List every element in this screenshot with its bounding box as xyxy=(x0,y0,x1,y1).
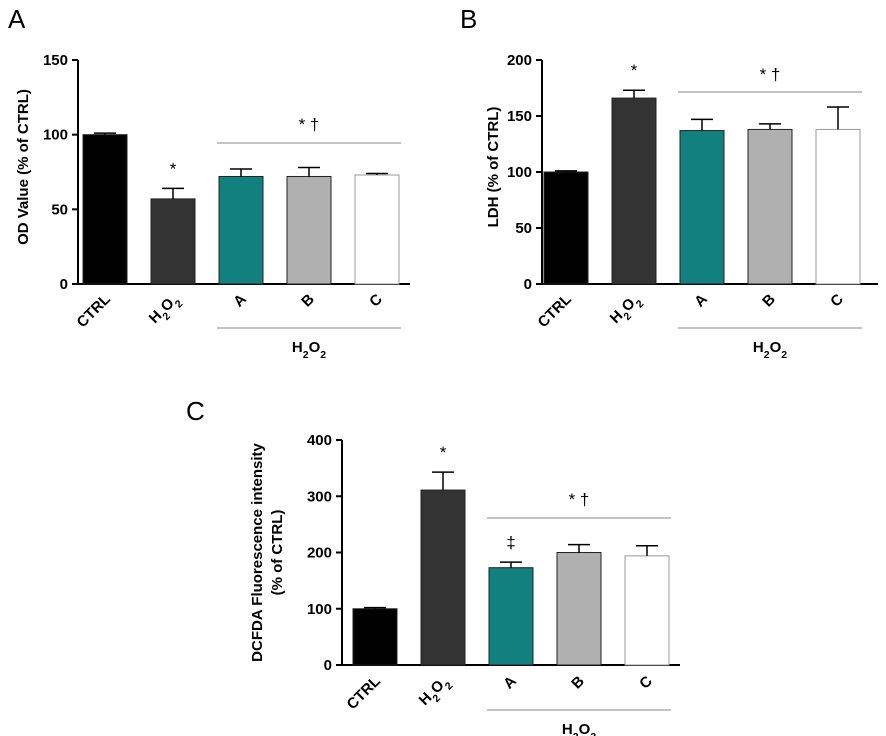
panel-label: B xyxy=(460,4,477,34)
y-tick-label: 400 xyxy=(307,432,332,449)
category-label: CTRL xyxy=(344,673,384,713)
bar xyxy=(611,97,657,285)
y-tick-label: 0 xyxy=(324,657,332,674)
y-tick-label: 200 xyxy=(307,545,332,562)
category-label: A xyxy=(500,673,520,693)
category-label: H2O2 xyxy=(416,673,456,713)
bar-annotation: ‡ xyxy=(506,533,515,552)
bar xyxy=(150,198,196,285)
category-label: A xyxy=(691,291,711,311)
bar xyxy=(556,552,602,666)
y-axis-label: (% of CTRL) xyxy=(269,510,286,596)
bar-annotation: * xyxy=(631,61,638,80)
bar xyxy=(354,174,400,285)
bar xyxy=(815,128,861,285)
bar xyxy=(218,175,264,285)
category-label: H2O2 xyxy=(607,291,647,331)
bar xyxy=(352,608,398,666)
bar xyxy=(286,175,332,285)
group-annotation: * † xyxy=(299,115,320,134)
y-tick-label: 0 xyxy=(60,276,68,293)
y-tick-label: 150 xyxy=(43,52,68,69)
category-label: C xyxy=(366,291,386,311)
y-tick-label: 300 xyxy=(307,488,332,505)
bar xyxy=(624,555,670,666)
category-label: B xyxy=(298,291,318,311)
group-label: H2O2 xyxy=(292,339,326,361)
y-axis-label: LDH (% of CTRL) xyxy=(485,107,502,228)
bar xyxy=(488,567,534,666)
category-label: CTRL xyxy=(74,291,114,331)
category-label: B xyxy=(759,291,779,311)
y-tick-label: 50 xyxy=(515,220,532,237)
category-label: A xyxy=(230,291,250,311)
y-axis-label: DCFDA Fluorescence intensity xyxy=(249,443,266,662)
y-tick-label: 0 xyxy=(524,276,532,293)
group-annotation: * † xyxy=(760,65,781,84)
chart-panel-a: A 0 50 100 150 OD Value (% of CTRL) CTRL * H2O2 A… xyxy=(8,4,410,361)
chart-panel-c: C 0 100 200 300 400 DCFDA Fluorescence intensi… xyxy=(186,396,680,736)
group-annotation: * † xyxy=(569,490,590,509)
bar xyxy=(543,171,589,285)
y-axis-label: OD Value (% of CTRL) xyxy=(15,89,32,245)
category-label: B xyxy=(568,673,588,693)
bar xyxy=(420,489,466,666)
bar xyxy=(747,128,793,285)
category-label: CTRL xyxy=(535,291,575,331)
bar xyxy=(679,130,725,285)
y-tick-label: 50 xyxy=(51,201,68,218)
group-label: H2O2 xyxy=(753,339,787,361)
panel-label: C xyxy=(186,396,205,426)
panel-label: A xyxy=(8,4,26,34)
bar-annotation: * xyxy=(170,159,177,178)
chart-panel-b: B 0 50 100 150 200 LDH (% of CTRL) CTRL * H2O2 A B C… xyxy=(460,4,878,361)
category-label: C xyxy=(827,291,847,311)
category-label: C xyxy=(636,673,656,693)
y-tick-label: 200 xyxy=(507,52,532,69)
bar-annotation: * xyxy=(440,443,447,462)
y-tick-label: 150 xyxy=(507,108,532,125)
y-tick-label: 100 xyxy=(307,601,332,618)
group-label: H2O2 xyxy=(562,721,596,736)
y-tick-label: 100 xyxy=(43,127,68,144)
y-tick-label: 100 xyxy=(507,164,532,181)
bar xyxy=(82,134,128,285)
category-label: H2O2 xyxy=(146,291,186,331)
